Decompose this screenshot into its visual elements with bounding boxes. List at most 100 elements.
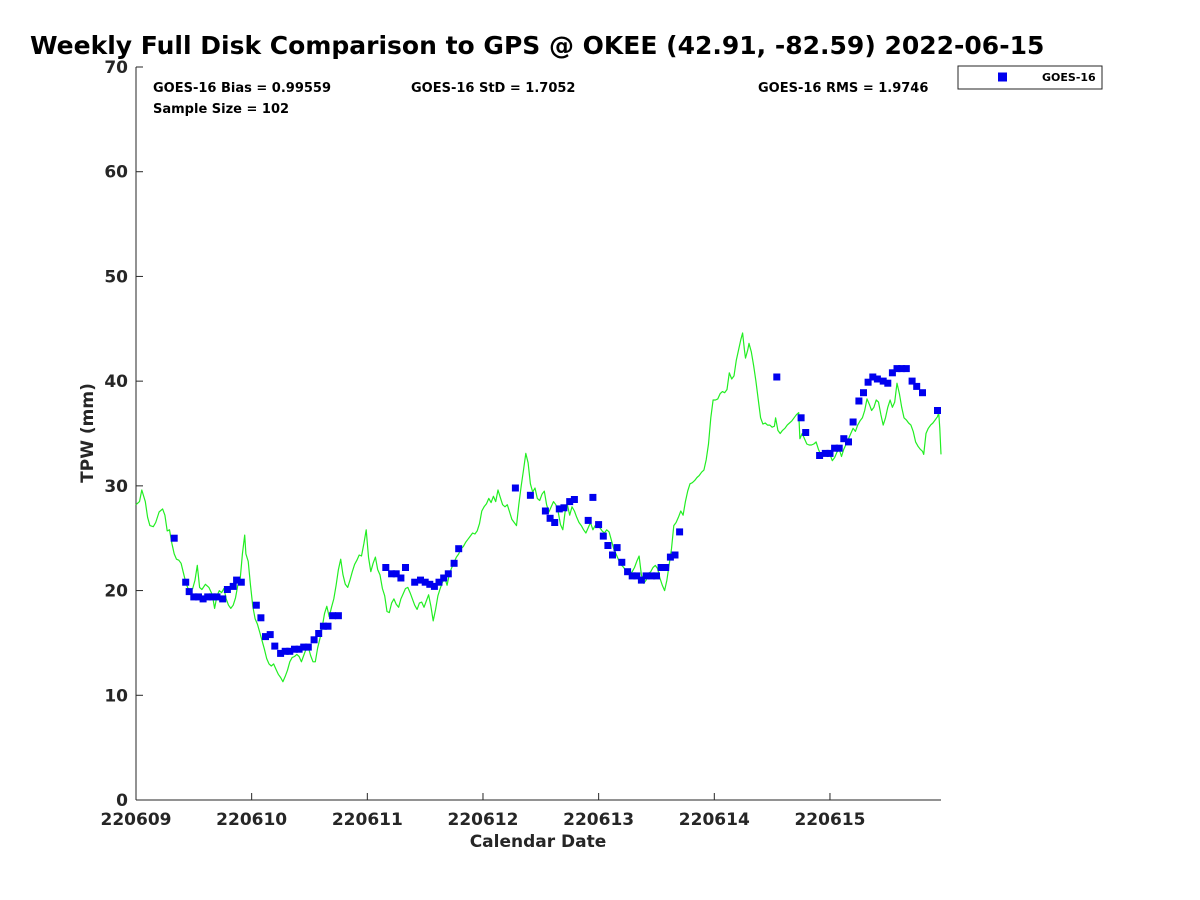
goes-16-point <box>295 645 303 653</box>
goes-16-point <box>628 572 636 580</box>
goes-16-point <box>589 493 597 501</box>
goes-16-point <box>840 435 848 443</box>
goes-16-point <box>208 593 216 601</box>
goes-16-point <box>388 570 396 578</box>
goes-16-point <box>252 601 260 609</box>
goes-16-point <box>898 365 906 373</box>
goes-16-point <box>609 551 616 559</box>
goes-16-point <box>671 551 679 559</box>
goes-16-point <box>382 564 390 571</box>
y-tick-label: 30 <box>104 477 128 497</box>
goes-16-point <box>444 570 452 578</box>
y-tick-label: 0 <box>116 791 128 811</box>
goes-16-point <box>450 559 458 567</box>
goes-16-point <box>633 572 641 580</box>
goes-16-point <box>271 642 279 650</box>
goes-16-point <box>204 593 212 601</box>
goes-16-point <box>190 593 198 601</box>
goes-16-point <box>541 507 549 515</box>
goes-16-point <box>873 375 881 383</box>
legend-box <box>957 65 1103 90</box>
goes-16-point <box>170 534 178 542</box>
goes-16-point <box>526 491 534 499</box>
goes-16-point <box>648 572 656 580</box>
y-tick-label: 20 <box>104 582 128 602</box>
chart-title: Weekly Full Disk Comparison to GPS @ OKE… <box>30 31 1044 60</box>
goes-16-point <box>182 578 190 586</box>
goes-16-point <box>310 636 318 644</box>
goes-16-point <box>653 572 660 580</box>
goes-16-point <box>821 449 829 457</box>
goes-16-point <box>773 373 781 381</box>
x-tick-label: 220612 <box>447 810 518 830</box>
goes-16-point <box>884 379 892 387</box>
y-tick-label: 50 <box>104 267 128 287</box>
goes-16-point <box>816 452 824 459</box>
goes-16-point <box>802 429 810 436</box>
stat-sample-size: Sample Size = 102 <box>153 102 289 117</box>
x-axis-label: Calendar Date <box>470 832 607 852</box>
goes-16-point <box>233 576 241 584</box>
goes-16-point <box>195 593 202 601</box>
goes-16-point <box>560 504 568 512</box>
y-axis-label: TPW (mm) <box>78 383 98 483</box>
goes-16-point <box>329 612 337 620</box>
goes-16-point <box>855 397 863 405</box>
goes-16-point <box>613 544 621 552</box>
goes-16-point <box>570 496 578 503</box>
goes-16-point <box>304 643 312 651</box>
goes-16-point <box>237 578 245 586</box>
goes-16-point <box>826 449 834 457</box>
goes-16-point <box>219 595 227 603</box>
goes-16-point <box>213 593 221 601</box>
goes-16-point <box>440 574 448 582</box>
goes-16-point <box>426 580 434 588</box>
goes-16-point <box>879 377 887 385</box>
goes-16-point <box>864 378 872 386</box>
x-tick-label: 220610 <box>216 810 287 830</box>
stat-std: GOES-16 StD = 1.7052 <box>411 81 575 96</box>
goes-16-point <box>262 633 269 641</box>
gps-line <box>135 332 942 683</box>
legend: GOES-16 <box>957 65 1103 90</box>
goes-16-point <box>300 643 308 651</box>
goes-16-point <box>417 576 424 584</box>
goes-16-point <box>455 545 463 553</box>
goes-16-point <box>421 578 429 586</box>
axes: 0 10 20 30 40 50 60 70 220609 220610 220611 220612 2… <box>101 58 941 830</box>
goes-16-point <box>315 630 323 637</box>
gps-series <box>135 332 942 683</box>
y-tick-label: 10 <box>104 686 128 706</box>
x-tick-label: 220613 <box>563 810 634 830</box>
goes-16-point <box>913 382 921 390</box>
goes-16-point <box>666 553 674 561</box>
goes-16-point <box>662 564 670 571</box>
goes-16-point <box>291 645 298 653</box>
y-tick-label: 60 <box>104 163 128 183</box>
goes-16-point <box>888 369 896 377</box>
goes-16-point <box>869 373 877 381</box>
goes-16-point <box>845 438 852 446</box>
goes-16-point <box>435 578 443 586</box>
goes-16-series <box>170 365 941 657</box>
goes-16-point <box>919 389 926 397</box>
goes-16-point <box>934 407 941 414</box>
goes-16-point <box>831 444 839 452</box>
goes-16-point <box>392 570 400 578</box>
goes-16-point <box>642 572 650 580</box>
goes-16-point <box>185 588 193 596</box>
goes-16-point <box>835 444 843 452</box>
goes-16-point <box>266 631 274 639</box>
goes-16-point <box>893 365 901 373</box>
goes-16-point <box>281 647 289 655</box>
x-tick-label: 220611 <box>332 810 403 830</box>
goes-16-point <box>860 389 867 397</box>
goes-16-point <box>849 418 857 426</box>
goes-16-point <box>277 649 285 657</box>
goes-16-point <box>604 542 612 549</box>
goes-16-point <box>599 532 607 540</box>
goes-16-point <box>397 574 405 582</box>
goes-16-point <box>624 568 632 576</box>
goes-16-point <box>411 578 419 586</box>
